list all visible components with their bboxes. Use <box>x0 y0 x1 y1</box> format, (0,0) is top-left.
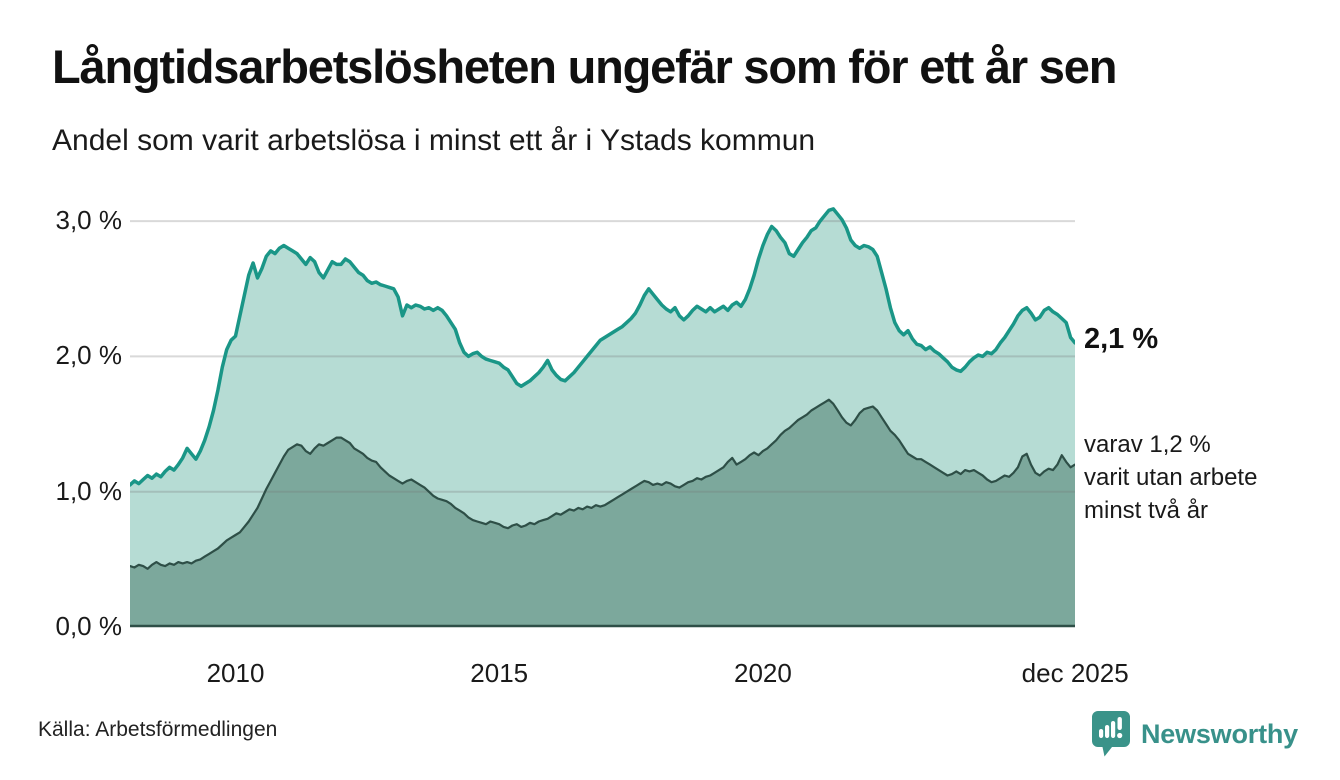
chart-subtitle: Andel som varit arbetslösa i minst ett å… <box>52 124 816 157</box>
newsworthy-logo-icon <box>1091 711 1130 757</box>
y-axis-tick-label: 3,0 % <box>55 205 123 236</box>
latest-total-value-label: 2,1 % <box>1084 323 1159 355</box>
brand-name: Newsworthy <box>1140 718 1298 749</box>
area-varav-1-2- <box>130 399 1075 627</box>
x-axis-tick-label: 2020 <box>734 658 792 688</box>
area-chart-plot <box>130 207 1075 628</box>
x-axis-tick-label: 2015 <box>470 658 529 688</box>
y-axis-tick-label: 2,0 % <box>55 340 123 371</box>
page-title: Långtidsarbetslösheten ungefär som för e… <box>52 40 1117 93</box>
y-axis-tick-label: 0,0 % <box>55 611 123 641</box>
y-axis-tick-label: 1,0 % <box>55 475 123 506</box>
brand-logo: Newsworthy <box>1091 706 1298 762</box>
x-axis-tick-label: dec 2025 <box>1021 658 1129 688</box>
source-attribution: Källa: Arbetsförmedlingen <box>38 718 278 741</box>
latest-secondary-value-label: varav 1,2 % varit utan arbete minst två … <box>1084 431 1258 525</box>
x-axis-tick-label: 2010 <box>206 658 265 688</box>
